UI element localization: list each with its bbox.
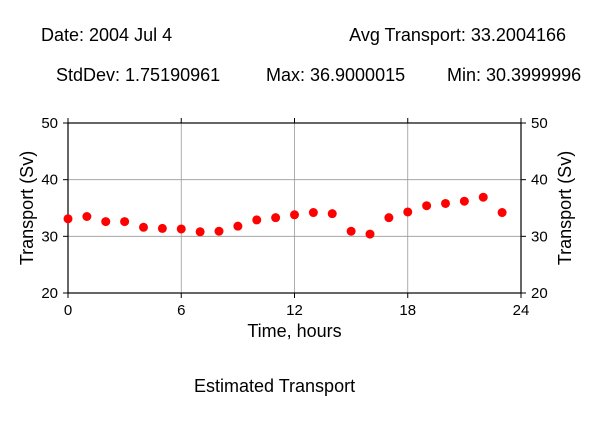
data-point: [459, 196, 469, 206]
data-point: [346, 226, 356, 236]
data-point: [252, 215, 262, 225]
data-point: [63, 214, 73, 224]
y-tick-label-left: 40: [41, 172, 58, 189]
data-point: [271, 213, 281, 223]
grid-lines: [68, 123, 521, 293]
y-tick-label-left: 50: [41, 115, 58, 132]
data-point: [308, 208, 318, 218]
data-point: [497, 208, 507, 218]
x-tick-label: 6: [177, 302, 185, 319]
data-point: [327, 209, 337, 219]
y-tick-label-left: 20: [41, 285, 58, 302]
y-axis-label-left: Transport (Sv): [17, 151, 37, 265]
chart-caption: Estimated Transport: [194, 376, 356, 396]
date-label: Date: 2004 Jul 4: [41, 25, 173, 45]
x-tick-label: 24: [513, 302, 530, 319]
data-point: [176, 224, 186, 234]
stddev-label: StdDev: 1.75190961: [56, 65, 221, 85]
data-points: [63, 192, 507, 239]
y-tick-label-right: 40: [531, 172, 548, 189]
x-axis-label: Time, hours: [247, 321, 341, 341]
data-point: [478, 192, 488, 202]
y-tick-label-left: 30: [41, 228, 58, 245]
data-point: [195, 227, 205, 237]
data-point: [365, 229, 375, 239]
max-label: Max: 36.9000015: [266, 65, 406, 85]
data-point: [384, 213, 394, 223]
data-point: [290, 210, 299, 220]
data-point: [157, 223, 167, 233]
data-point: [120, 217, 130, 227]
y-tick-label-right: 30: [531, 228, 548, 245]
data-point: [441, 198, 450, 208]
x-tick-label: 12: [286, 302, 303, 319]
x-tick-label: 0: [64, 302, 72, 319]
y-tick-label-right: 20: [531, 285, 548, 302]
y-tick-label-right: 50: [531, 115, 548, 132]
data-point: [101, 217, 111, 227]
data-point: [139, 222, 148, 232]
data-point: [422, 201, 432, 211]
data-point: [82, 212, 92, 221]
data-point: [214, 226, 224, 236]
avg-transport-label: Avg Transport: 33.2004166: [349, 25, 566, 45]
data-point: [403, 207, 413, 217]
y-axis-label-right: Transport (Sv): [555, 151, 575, 265]
x-tick-label: 18: [399, 302, 416, 319]
data-point: [233, 221, 243, 231]
min-label: Min: 30.3999996: [447, 65, 582, 85]
